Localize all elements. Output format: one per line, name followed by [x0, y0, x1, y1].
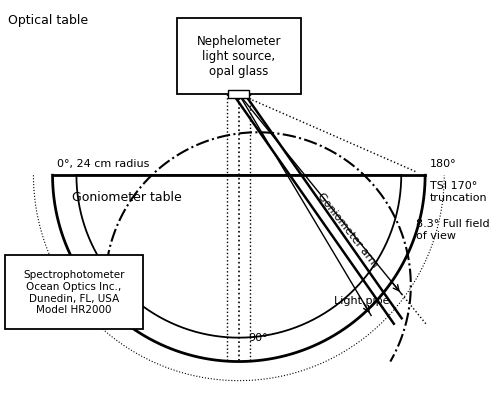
- Text: 180°: 180°: [430, 158, 456, 168]
- Text: 90°: 90°: [248, 333, 268, 343]
- Bar: [176, 19, 301, 95]
- Text: 0°, 24 cm radius: 0°, 24 cm radius: [58, 158, 150, 168]
- Text: Goniometer arm: Goniometer arm: [316, 190, 380, 268]
- Bar: [5, 255, 143, 329]
- Text: Goniometer table: Goniometer table: [72, 190, 182, 203]
- Text: TSI 170°
truncation: TSI 170° truncation: [430, 181, 488, 202]
- Text: Light pipe: Light pipe: [334, 295, 390, 305]
- Text: Spectrophotometer
Ocean Optics Inc.,
Dunedin, FL, USA
Model HR2000: Spectrophotometer Ocean Optics Inc., Dun…: [24, 270, 125, 314]
- Bar: [228, 91, 250, 99]
- Text: Optical table: Optical table: [8, 14, 88, 27]
- Text: 8.3° Full field
of view: 8.3° Full field of view: [416, 219, 489, 240]
- Text: Nephelometer
light source,
opal glass: Nephelometer light source, opal glass: [196, 35, 281, 78]
